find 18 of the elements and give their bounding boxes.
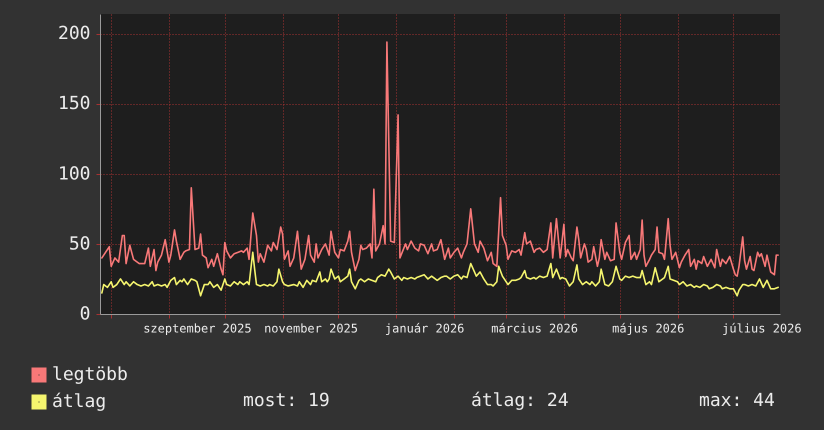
legend-label: átlag [52, 391, 106, 412]
x-tick-label: március 2026 [491, 322, 578, 336]
y-tick-label: 0 [80, 304, 90, 324]
line-series [101, 41, 779, 277]
y-tick-label: 50 [68, 233, 90, 254]
x-tick-label: május 2026 [612, 322, 684, 336]
x-tick-label: július 2026 [722, 322, 802, 336]
x-tick-label: január 2026 [384, 322, 464, 336]
y-tick-label: 200 [58, 23, 90, 44]
x-tick-label: szeptember 2025 [143, 322, 252, 336]
text: most: 19 [243, 390, 330, 411]
text: max: 44 [699, 390, 775, 411]
text: átlag: 24 [471, 390, 569, 411]
y-tick-label: 150 [58, 93, 90, 114]
x-tick-label: november 2025 [264, 322, 358, 336]
line-series [101, 252, 779, 297]
legend-label: legtöbb [52, 364, 128, 385]
y-tick-label: 100 [58, 163, 90, 184]
